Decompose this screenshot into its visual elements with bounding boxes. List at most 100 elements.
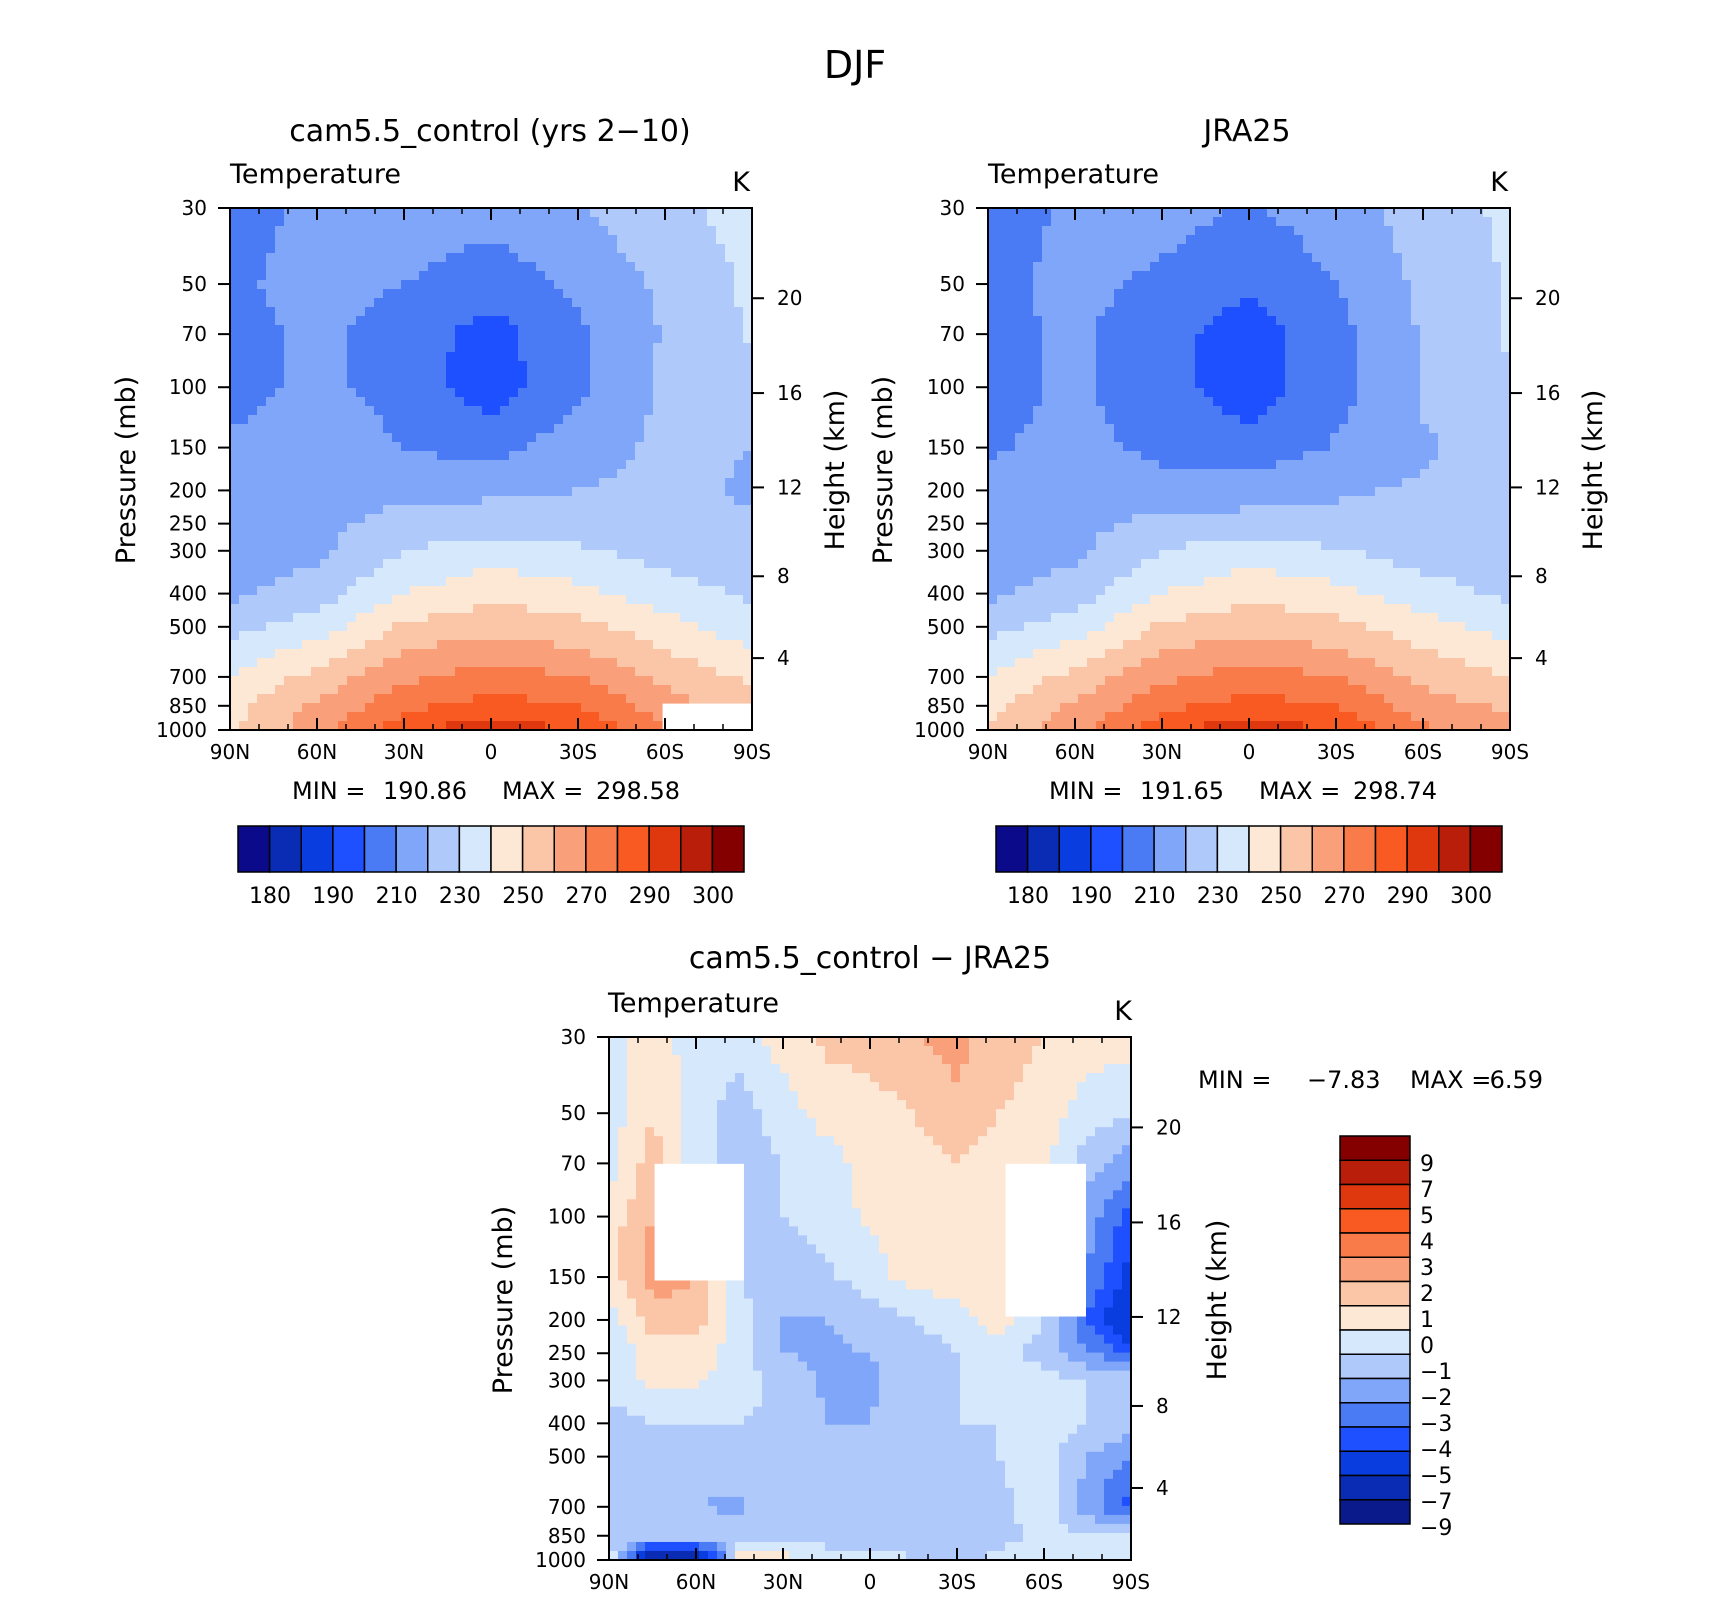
contour-cell bbox=[365, 622, 375, 632]
contour-cell bbox=[455, 379, 465, 389]
contour-cell bbox=[275, 325, 285, 335]
contour-cell bbox=[1015, 433, 1025, 443]
contour-cell bbox=[1393, 235, 1403, 245]
contour-cell bbox=[383, 559, 393, 569]
contour-cell bbox=[419, 388, 429, 398]
contour-cell bbox=[1033, 280, 1043, 290]
contour-cell bbox=[554, 676, 564, 686]
contour-cell bbox=[689, 487, 699, 497]
contour-cell bbox=[617, 235, 627, 245]
contour-cell bbox=[293, 244, 303, 254]
contour-cell bbox=[1429, 388, 1439, 398]
contour-cell bbox=[230, 415, 240, 425]
contour-cell bbox=[338, 451, 348, 461]
contour-cell bbox=[1438, 424, 1448, 434]
contour-cell bbox=[653, 667, 663, 677]
contour-cell bbox=[1024, 352, 1034, 362]
contour-cell bbox=[563, 361, 573, 371]
contour-cell bbox=[590, 487, 600, 497]
contour-cell bbox=[662, 343, 672, 353]
contour-cell bbox=[527, 559, 537, 569]
stats-line: MIN = 191.65 MAX = 298.74 bbox=[1049, 777, 1437, 805]
contour-cell bbox=[1078, 289, 1088, 299]
contour-cell bbox=[1042, 208, 1052, 218]
contour-cell bbox=[329, 496, 339, 506]
contour-cell bbox=[518, 496, 528, 506]
contour-cell bbox=[1105, 370, 1115, 380]
contour-cell bbox=[698, 613, 708, 623]
contour-cell bbox=[1186, 397, 1196, 407]
contour-cell bbox=[392, 541, 402, 551]
contour-cell bbox=[437, 712, 447, 722]
contour-cell bbox=[1267, 307, 1277, 317]
contour-cell bbox=[257, 568, 267, 578]
contour-cell bbox=[401, 262, 411, 272]
contour-cell bbox=[1339, 253, 1349, 263]
contour-cell bbox=[554, 460, 564, 470]
contour-cell bbox=[473, 316, 483, 326]
contour-cell bbox=[527, 361, 537, 371]
contour-cell bbox=[1249, 415, 1259, 425]
contour-cell bbox=[302, 280, 312, 290]
contour-cell bbox=[608, 631, 618, 641]
contour-cell bbox=[401, 352, 411, 362]
contour-cell bbox=[482, 550, 492, 560]
contour-cell bbox=[545, 424, 555, 434]
contour-cell bbox=[1474, 316, 1484, 326]
contour-cell bbox=[410, 442, 420, 452]
contour-cell bbox=[635, 532, 645, 542]
contour-cell bbox=[248, 559, 258, 569]
contour-cell bbox=[1060, 433, 1070, 443]
contour-cell bbox=[482, 532, 492, 542]
contour-cell bbox=[1465, 307, 1475, 317]
contour-cell bbox=[554, 415, 564, 425]
contour-cell bbox=[284, 496, 294, 506]
colorbar-swatch bbox=[238, 826, 270, 872]
contour-cell bbox=[284, 631, 294, 641]
contour-cell bbox=[671, 685, 681, 695]
contour-cell bbox=[680, 343, 690, 353]
contour-cell bbox=[1150, 379, 1160, 389]
contour-cell bbox=[581, 289, 591, 299]
contour-cell bbox=[725, 244, 735, 254]
contour-cell bbox=[689, 694, 699, 704]
contour-cell bbox=[572, 541, 582, 551]
contour-cell bbox=[419, 298, 429, 308]
contour-cell bbox=[293, 640, 303, 650]
contour-cell bbox=[1240, 262, 1250, 272]
contour-cell bbox=[572, 586, 582, 596]
contour-cell bbox=[1042, 217, 1052, 227]
contour-cell bbox=[1249, 289, 1259, 299]
contour-cell bbox=[1159, 352, 1169, 362]
contour-cell bbox=[1375, 424, 1385, 434]
contour-cell bbox=[662, 523, 672, 533]
contour-cell bbox=[1312, 388, 1322, 398]
contour-cell bbox=[437, 361, 447, 371]
contour-cell bbox=[1393, 307, 1403, 317]
contour-cell bbox=[401, 460, 411, 470]
contour-cell bbox=[509, 316, 519, 326]
contour-cell bbox=[1195, 253, 1205, 263]
contour-cell bbox=[1375, 217, 1385, 227]
contour-cell bbox=[689, 451, 699, 461]
contour-cell bbox=[671, 595, 681, 605]
contour-cell bbox=[554, 397, 564, 407]
contour-cell bbox=[590, 271, 600, 281]
contour-cell bbox=[1159, 244, 1169, 254]
contour-cell bbox=[230, 460, 240, 470]
contour-cell bbox=[545, 442, 555, 452]
contour-cell bbox=[536, 541, 546, 551]
contour-cell bbox=[1123, 433, 1133, 443]
contour-cell bbox=[635, 541, 645, 551]
contour-cell bbox=[1222, 424, 1232, 434]
contour-cell bbox=[1420, 370, 1430, 380]
contour-cell bbox=[1474, 289, 1484, 299]
contour-cell bbox=[1150, 271, 1160, 281]
contour-cell bbox=[329, 640, 339, 650]
contour-cell bbox=[464, 685, 474, 695]
contour-cell bbox=[1393, 289, 1403, 299]
contour-cell bbox=[590, 406, 600, 416]
contour-cell bbox=[266, 685, 276, 695]
contour-cell bbox=[266, 541, 276, 551]
contour-cell bbox=[374, 262, 384, 272]
